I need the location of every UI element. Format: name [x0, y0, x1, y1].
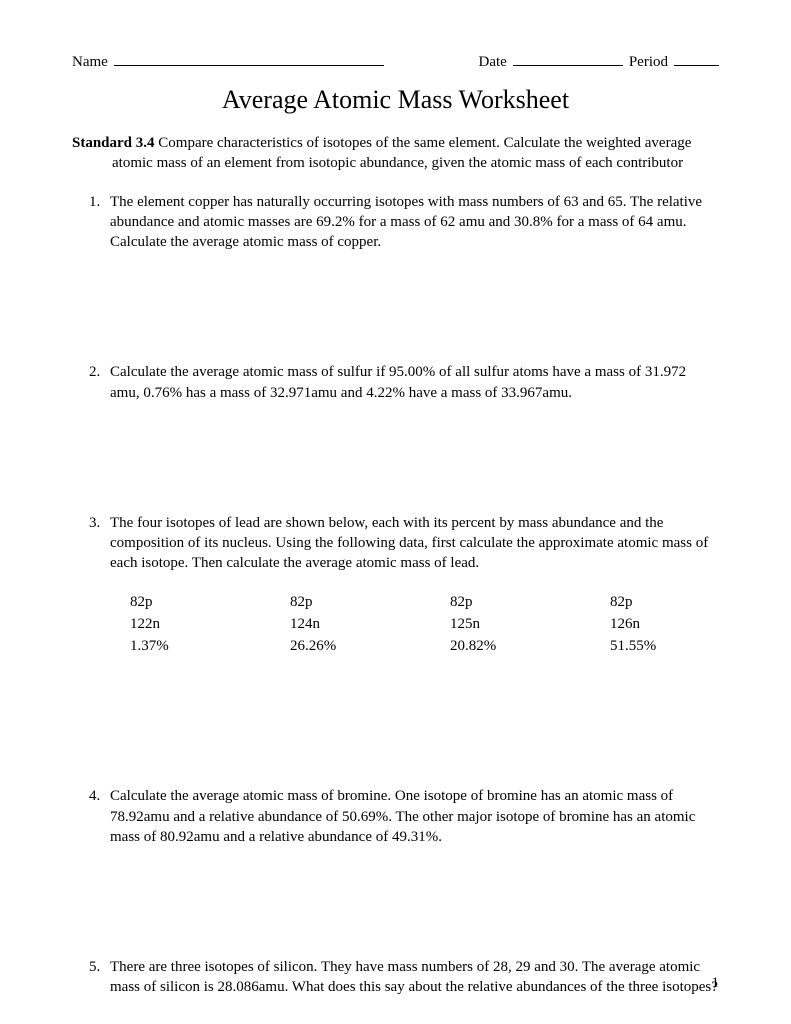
iso2-percent: 26.26%: [290, 636, 360, 656]
iso3-protons: 82p: [450, 592, 520, 612]
isotope-col-1: 82p 122n 1.37%: [130, 592, 200, 657]
question-3: The four isotopes of lead are shown belo…: [104, 513, 719, 657]
page-number: 1: [712, 975, 720, 992]
iso3-neutrons: 125n: [450, 614, 520, 634]
isotope-col-4: 82p 126n 51.55%: [610, 592, 680, 657]
standard-block: Standard 3.4 Compare characteristics of …: [72, 133, 719, 174]
standard-text: Compare characteristics of isotopes of t…: [112, 135, 691, 171]
date-blank[interactable]: [513, 50, 623, 66]
questions-list: The element copper has naturally occurri…: [72, 192, 719, 998]
question-1: The element copper has naturally occurri…: [104, 192, 719, 253]
name-blank[interactable]: [114, 50, 384, 66]
isotope-table: 82p 122n 1.37% 82p 124n 26.26% 82p 125n …: [130, 592, 719, 657]
iso4-percent: 51.55%: [610, 636, 680, 656]
name-label: Name: [72, 54, 108, 71]
question-5: There are three isotopes of silicon. The…: [104, 957, 719, 998]
worksheet-page: Name Date Period Average Atomic Mass Wor…: [0, 0, 791, 1024]
iso4-protons: 82p: [610, 592, 680, 612]
iso1-percent: 1.37%: [130, 636, 200, 656]
iso1-neutrons: 122n: [130, 614, 200, 634]
iso3-percent: 20.82%: [450, 636, 520, 656]
question-2: Calculate the average atomic mass of sul…: [104, 362, 719, 403]
standard-label: Standard 3.4: [72, 135, 155, 151]
iso4-neutrons: 126n: [610, 614, 680, 634]
iso2-protons: 82p: [290, 592, 360, 612]
header-fields: Name Date Period: [72, 50, 719, 71]
isotope-col-2: 82p 124n 26.26%: [290, 592, 360, 657]
isotope-col-3: 82p 125n 20.82%: [450, 592, 520, 657]
iso1-protons: 82p: [130, 592, 200, 612]
iso2-neutrons: 124n: [290, 614, 360, 634]
question-3-text: The four isotopes of lead are shown belo…: [110, 515, 708, 572]
period-label: Period: [629, 54, 668, 71]
period-blank[interactable]: [674, 50, 719, 66]
worksheet-title: Average Atomic Mass Worksheet: [72, 85, 719, 115]
date-label: Date: [479, 54, 507, 71]
question-4: Calculate the average atomic mass of bro…: [104, 786, 719, 847]
